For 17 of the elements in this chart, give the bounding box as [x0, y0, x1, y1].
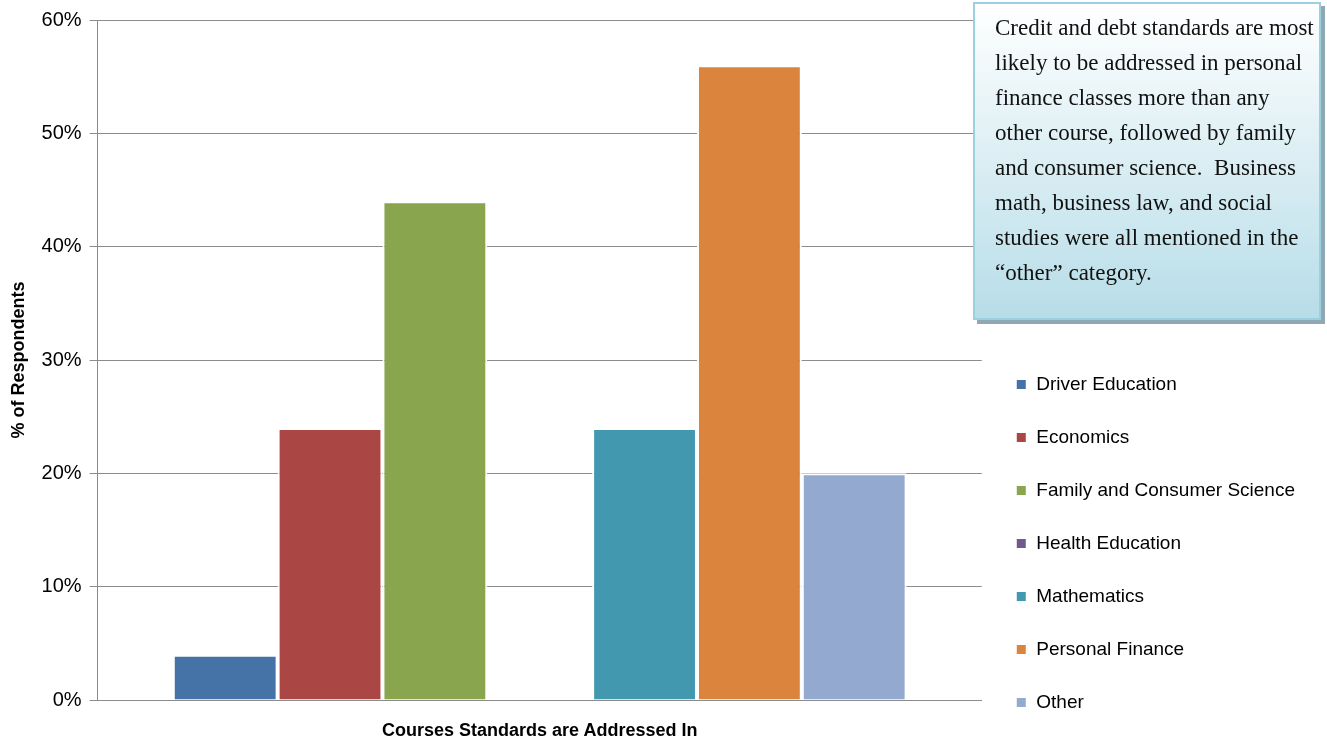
legend-label: Personal Finance	[1036, 637, 1185, 659]
y-tick-label: 40%	[41, 234, 82, 257]
y-axis-title: % of Respondents	[7, 281, 28, 439]
x-axis-title: Courses Standards are Addressed In	[381, 720, 698, 741]
y-tick-label: 60%	[41, 7, 82, 30]
text: Credit and debt standards are most likely to be addressed in personal finance classes more than any other course, followed by family and consumer science. Business math, business law, and social studies were all mentioned in the “other” category.	[973, 2, 1321, 320]
legend-label: Economics	[1036, 425, 1130, 447]
y-tick-label: 50%	[41, 120, 82, 143]
legend-label: Family and Consumer Science	[1036, 478, 1295, 500]
legend-label: Mathematics	[1036, 584, 1144, 606]
y-tick-label: 30%	[41, 347, 82, 370]
legend-label: Other	[1036, 690, 1085, 712]
y-tick-label: 20%	[41, 460, 82, 483]
legend-label: Health Education	[1036, 531, 1181, 553]
y-tick-label: 0%	[52, 687, 82, 710]
legend-label: Driver Education	[1036, 372, 1177, 394]
y-tick-label: 10%	[41, 574, 82, 597]
